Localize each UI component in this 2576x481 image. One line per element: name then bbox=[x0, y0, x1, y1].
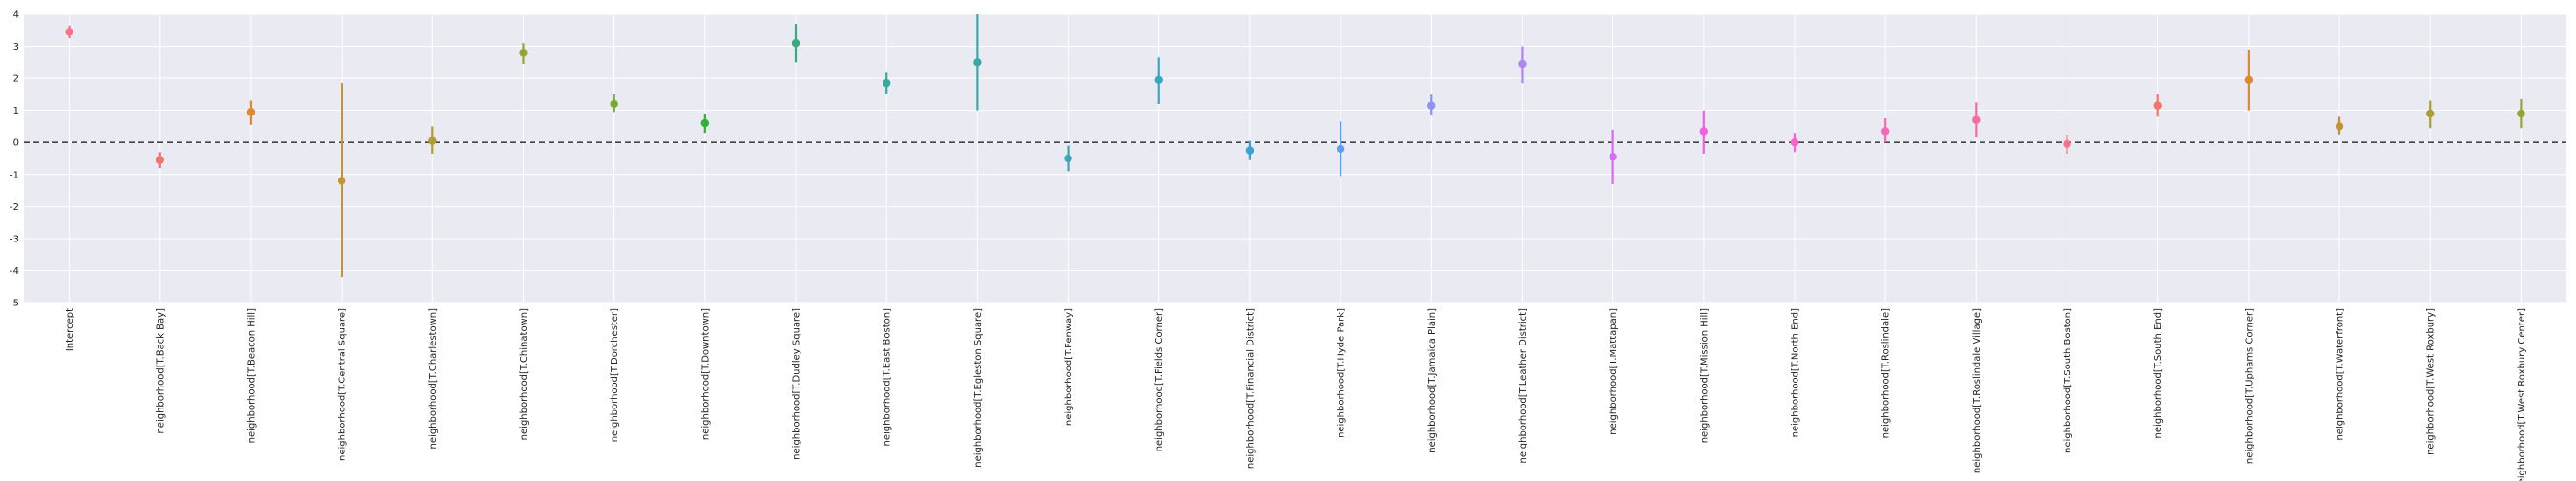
plot-background bbox=[24, 14, 2566, 303]
x-tick-label: neighborhood[T.West Roxbury Center] bbox=[2517, 308, 2527, 481]
y-tick-label: -2 bbox=[10, 202, 19, 213]
data-point bbox=[610, 99, 618, 109]
x-tick-label: neighborhood[T.South End] bbox=[2153, 308, 2164, 439]
data-point bbox=[2244, 75, 2254, 84]
data-point bbox=[791, 39, 800, 48]
x-tick-label: neighborhood[T.Leather District] bbox=[1518, 308, 1528, 464]
data-point bbox=[1609, 153, 1617, 161]
data-point bbox=[1064, 154, 1072, 163]
data-point bbox=[700, 118, 710, 128]
data-point bbox=[65, 28, 73, 36]
data-point bbox=[973, 58, 982, 67]
x-tick-label: Intercept bbox=[65, 308, 75, 351]
x-tick-label: neighborhood[T.Roslindale Village] bbox=[1972, 308, 1983, 473]
y-tick-label: 4 bbox=[13, 10, 19, 21]
data-point bbox=[246, 108, 256, 116]
x-tick-label: neighborhood[T.Financial District] bbox=[1245, 308, 1256, 469]
y-tick-label: -5 bbox=[10, 299, 19, 309]
data-point bbox=[1972, 115, 1981, 124]
data-point bbox=[519, 49, 528, 57]
x-tick-label: neighborhood[T.Central Square] bbox=[338, 308, 348, 461]
x-tick-label: neighborhood[T.South Boston] bbox=[2063, 308, 2073, 453]
x-tick-label: neighborhood[T.Downtown] bbox=[700, 308, 711, 440]
x-tick-label: neighborhood[T.Hyde Park] bbox=[1337, 308, 1347, 438]
y-tick-label: -1 bbox=[10, 170, 19, 180]
points bbox=[65, 28, 2525, 185]
data-point bbox=[428, 136, 437, 145]
y-tick-label: 1 bbox=[13, 106, 19, 116]
x-tick-label: neighborhood[T.East Boston] bbox=[883, 308, 893, 447]
x-tick-label: neighborhood[T.Fenway] bbox=[1064, 308, 1074, 426]
data-point bbox=[156, 156, 164, 164]
data-point bbox=[1154, 75, 1163, 84]
x-tick-label: neighborhood[T.Roslindale] bbox=[1881, 308, 1892, 438]
data-point bbox=[337, 177, 346, 185]
y-tick-label: -4 bbox=[10, 266, 19, 277]
x-tick-label: neighborhood[T.Beacon Hill] bbox=[246, 308, 257, 443]
x-tick-label: neighborhood[T.Charlestown] bbox=[428, 308, 439, 450]
data-point bbox=[882, 78, 891, 88]
x-tick-label: neighborhood[T.Dudley Square] bbox=[792, 308, 802, 460]
x-tick-label: neighborhood[T.Uphams Corner] bbox=[2244, 308, 2254, 464]
x-tick-labels: Intercept neighborhood[T.Back Bay] neighbo… bbox=[65, 308, 2527, 481]
data-point bbox=[2517, 109, 2525, 118]
data-point bbox=[1427, 101, 1436, 110]
x-tick-label: neighborhood[T.Chinatown] bbox=[519, 308, 530, 440]
y-tick-label: 0 bbox=[13, 138, 19, 149]
data-point bbox=[1336, 144, 1345, 154]
x-tick-label: neighborhood[T.Egleston Square] bbox=[973, 308, 984, 468]
y-tick-label: 3 bbox=[13, 42, 19, 52]
data-point bbox=[2335, 122, 2344, 131]
x-tick-label: neighborhood[T.Mattapan] bbox=[1609, 308, 1619, 435]
x-tick-label: neighborhood[T.Dorchester] bbox=[610, 308, 620, 442]
data-point bbox=[2063, 139, 2071, 149]
data-point bbox=[2426, 109, 2435, 118]
x-tick-label: neighborhood[T.Waterfront] bbox=[2336, 308, 2346, 441]
x-tick-label: neighborhood[T.North End] bbox=[1790, 308, 1800, 437]
y-tick-label: -3 bbox=[10, 234, 19, 244]
x-tick-label: neighborhood[T.Jamaica Plain] bbox=[1427, 308, 1438, 453]
x-tick-label: neighborhood[T.Fields Corner] bbox=[1154, 308, 1165, 451]
x-tick-label: neighborhood[T.Mission Hill] bbox=[1699, 308, 1710, 443]
y-tick-labels: 4 3 2 1 0 -1 -2 -3 -4 -5 bbox=[10, 10, 19, 309]
data-point bbox=[1880, 127, 1890, 136]
x-tick-label: neighborhood[T.West Roxbury] bbox=[2426, 308, 2437, 455]
data-point bbox=[1518, 59, 1527, 69]
x-tick-label: neighborhood[T.Back Bay] bbox=[156, 308, 166, 434]
data-point bbox=[1245, 146, 1255, 155]
data-point bbox=[2153, 101, 2162, 110]
data-point bbox=[1699, 127, 1709, 136]
y-tick-label: 2 bbox=[13, 74, 19, 85]
data-point bbox=[1790, 138, 1799, 147]
